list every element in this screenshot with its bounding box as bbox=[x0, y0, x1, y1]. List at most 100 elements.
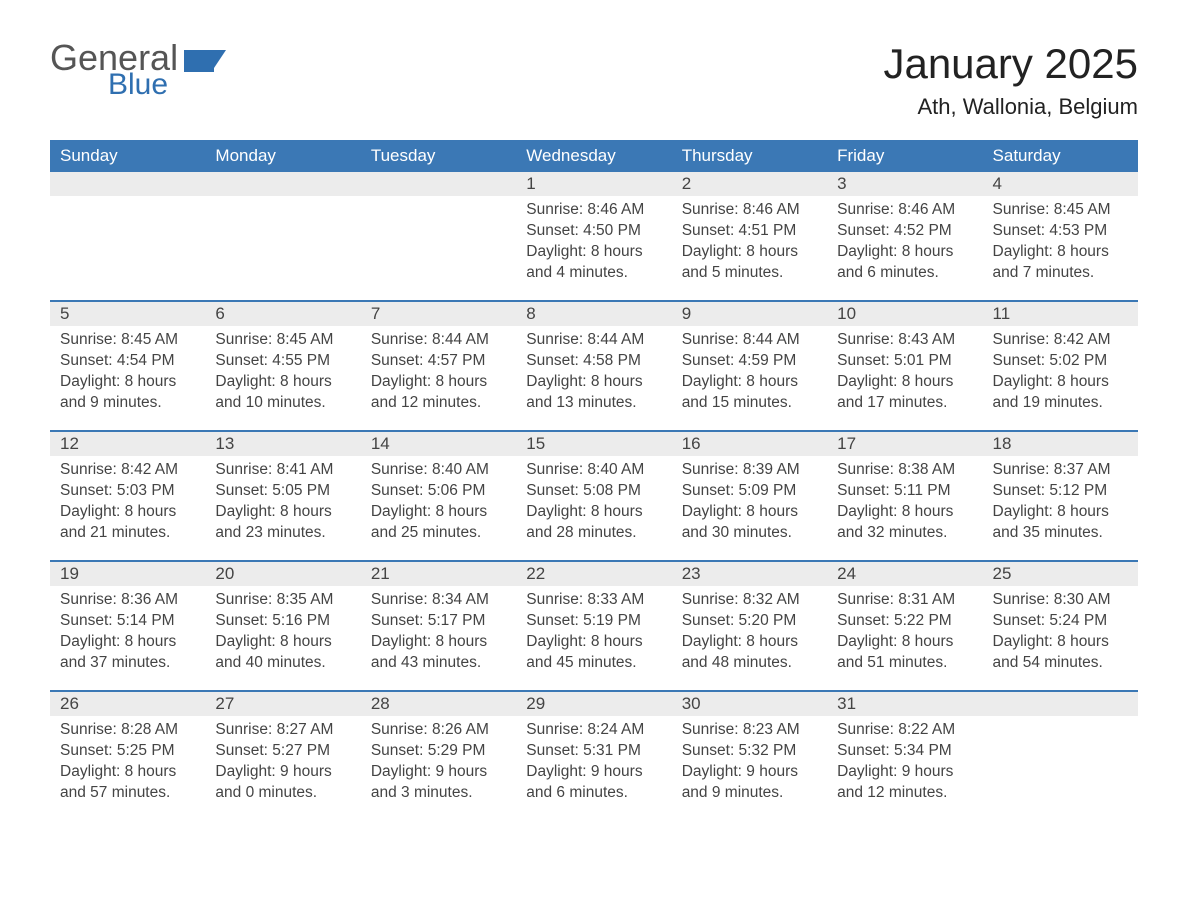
day-dl2: and 6 minutes. bbox=[526, 783, 661, 804]
weekday-header: Friday bbox=[827, 140, 982, 172]
day-sunrise: Sunrise: 8:40 AM bbox=[371, 460, 506, 481]
day-dl2: and 43 minutes. bbox=[371, 653, 506, 674]
day-sunrise: Sunrise: 8:42 AM bbox=[993, 330, 1128, 351]
title-block: January 2025 Ath, Wallonia, Belgium bbox=[883, 40, 1138, 120]
day-sunset: Sunset: 5:02 PM bbox=[993, 351, 1128, 372]
day-sunrise: Sunrise: 8:40 AM bbox=[526, 460, 661, 481]
day-sunset: Sunset: 5:19 PM bbox=[526, 611, 661, 632]
day-details: Sunrise: 8:40 AMSunset: 5:08 PMDaylight:… bbox=[516, 456, 671, 556]
day-cell: 3Sunrise: 8:46 AMSunset: 4:52 PMDaylight… bbox=[827, 172, 982, 300]
day-details: Sunrise: 8:37 AMSunset: 5:12 PMDaylight:… bbox=[983, 456, 1138, 556]
day-sunrise: Sunrise: 8:27 AM bbox=[215, 720, 350, 741]
day-number: 26 bbox=[50, 692, 205, 716]
day-dl2: and 28 minutes. bbox=[526, 523, 661, 544]
day-details: Sunrise: 8:34 AMSunset: 5:17 PMDaylight:… bbox=[361, 586, 516, 686]
day-dl2: and 30 minutes. bbox=[682, 523, 817, 544]
day-dl2: and 32 minutes. bbox=[837, 523, 972, 544]
day-sunset: Sunset: 5:09 PM bbox=[682, 481, 817, 502]
day-dl1: Daylight: 9 hours bbox=[371, 762, 506, 783]
day-dl1: Daylight: 9 hours bbox=[682, 762, 817, 783]
day-sunrise: Sunrise: 8:46 AM bbox=[837, 200, 972, 221]
day-dl1: Daylight: 8 hours bbox=[371, 632, 506, 653]
day-details: Sunrise: 8:46 AMSunset: 4:50 PMDaylight:… bbox=[516, 196, 671, 296]
day-details: Sunrise: 8:33 AMSunset: 5:19 PMDaylight:… bbox=[516, 586, 671, 686]
day-sunset: Sunset: 5:01 PM bbox=[837, 351, 972, 372]
day-sunrise: Sunrise: 8:36 AM bbox=[60, 590, 195, 611]
day-dl2: and 10 minutes. bbox=[215, 393, 350, 414]
day-sunset: Sunset: 5:06 PM bbox=[371, 481, 506, 502]
week-row: 5Sunrise: 8:45 AMSunset: 4:54 PMDaylight… bbox=[50, 302, 1138, 430]
logo-flag-icon bbox=[184, 46, 226, 74]
day-dl2: and 57 minutes. bbox=[60, 783, 195, 804]
day-dl1: Daylight: 9 hours bbox=[837, 762, 972, 783]
day-cell: 6Sunrise: 8:45 AMSunset: 4:55 PMDaylight… bbox=[205, 302, 360, 430]
day-cell: 20Sunrise: 8:35 AMSunset: 5:16 PMDayligh… bbox=[205, 562, 360, 690]
calendar-table: SundayMondayTuesdayWednesdayThursdayFrid… bbox=[50, 140, 1138, 820]
day-dl1: Daylight: 8 hours bbox=[837, 502, 972, 523]
day-number: 17 bbox=[827, 432, 982, 456]
day-dl2: and 17 minutes. bbox=[837, 393, 972, 414]
day-details: Sunrise: 8:35 AMSunset: 5:16 PMDaylight:… bbox=[205, 586, 360, 686]
day-sunset: Sunset: 5:20 PM bbox=[682, 611, 817, 632]
day-dl1: Daylight: 8 hours bbox=[993, 372, 1128, 393]
day-details: Sunrise: 8:36 AMSunset: 5:14 PMDaylight:… bbox=[50, 586, 205, 686]
day-dl1: Daylight: 8 hours bbox=[682, 242, 817, 263]
location-subtitle: Ath, Wallonia, Belgium bbox=[883, 94, 1138, 120]
day-sunset: Sunset: 5:16 PM bbox=[215, 611, 350, 632]
day-sunrise: Sunrise: 8:43 AM bbox=[837, 330, 972, 351]
day-sunrise: Sunrise: 8:28 AM bbox=[60, 720, 195, 741]
day-details: Sunrise: 8:24 AMSunset: 5:31 PMDaylight:… bbox=[516, 716, 671, 816]
day-number: 1 bbox=[516, 172, 671, 196]
day-number: 25 bbox=[983, 562, 1138, 586]
day-details: Sunrise: 8:30 AMSunset: 5:24 PMDaylight:… bbox=[983, 586, 1138, 686]
weekday-header-row: SundayMondayTuesdayWednesdayThursdayFrid… bbox=[50, 140, 1138, 172]
day-number: 9 bbox=[672, 302, 827, 326]
day-number: 6 bbox=[205, 302, 360, 326]
day-dl1: Daylight: 8 hours bbox=[837, 372, 972, 393]
day-number: 20 bbox=[205, 562, 360, 586]
day-cell: 13Sunrise: 8:41 AMSunset: 5:05 PMDayligh… bbox=[205, 432, 360, 560]
day-sunset: Sunset: 5:27 PM bbox=[215, 741, 350, 762]
day-sunset: Sunset: 5:34 PM bbox=[837, 741, 972, 762]
week-row: 26Sunrise: 8:28 AMSunset: 5:25 PMDayligh… bbox=[50, 692, 1138, 820]
day-cell: 30Sunrise: 8:23 AMSunset: 5:32 PMDayligh… bbox=[672, 692, 827, 820]
day-sunset: Sunset: 5:29 PM bbox=[371, 741, 506, 762]
day-sunrise: Sunrise: 8:45 AM bbox=[993, 200, 1128, 221]
day-sunset: Sunset: 5:22 PM bbox=[837, 611, 972, 632]
day-cell: 10Sunrise: 8:43 AMSunset: 5:01 PMDayligh… bbox=[827, 302, 982, 430]
day-number: 3 bbox=[827, 172, 982, 196]
day-dl1: Daylight: 8 hours bbox=[371, 502, 506, 523]
day-sunset: Sunset: 4:50 PM bbox=[526, 221, 661, 242]
day-number-empty bbox=[983, 692, 1138, 716]
day-number: 15 bbox=[516, 432, 671, 456]
day-dl2: and 5 minutes. bbox=[682, 263, 817, 284]
day-sunrise: Sunrise: 8:26 AM bbox=[371, 720, 506, 741]
weekday-header: Saturday bbox=[983, 140, 1138, 172]
day-details: Sunrise: 8:46 AMSunset: 4:52 PMDaylight:… bbox=[827, 196, 982, 296]
day-sunrise: Sunrise: 8:31 AM bbox=[837, 590, 972, 611]
day-sunrise: Sunrise: 8:41 AM bbox=[215, 460, 350, 481]
weekday-header: Thursday bbox=[672, 140, 827, 172]
day-sunset: Sunset: 4:57 PM bbox=[371, 351, 506, 372]
day-number: 28 bbox=[361, 692, 516, 716]
day-dl1: Daylight: 8 hours bbox=[837, 242, 972, 263]
day-details: Sunrise: 8:41 AMSunset: 5:05 PMDaylight:… bbox=[205, 456, 360, 556]
day-number: 16 bbox=[672, 432, 827, 456]
day-sunset: Sunset: 5:12 PM bbox=[993, 481, 1128, 502]
day-cell: 26Sunrise: 8:28 AMSunset: 5:25 PMDayligh… bbox=[50, 692, 205, 820]
day-number: 29 bbox=[516, 692, 671, 716]
day-dl1: Daylight: 9 hours bbox=[215, 762, 350, 783]
day-dl2: and 12 minutes. bbox=[371, 393, 506, 414]
day-number: 22 bbox=[516, 562, 671, 586]
day-cell: 8Sunrise: 8:44 AMSunset: 4:58 PMDaylight… bbox=[516, 302, 671, 430]
day-sunrise: Sunrise: 8:30 AM bbox=[993, 590, 1128, 611]
day-cell: 4Sunrise: 8:45 AMSunset: 4:53 PMDaylight… bbox=[983, 172, 1138, 300]
day-sunrise: Sunrise: 8:23 AM bbox=[682, 720, 817, 741]
day-dl1: Daylight: 8 hours bbox=[682, 632, 817, 653]
day-details: Sunrise: 8:28 AMSunset: 5:25 PMDaylight:… bbox=[50, 716, 205, 816]
day-details: Sunrise: 8:39 AMSunset: 5:09 PMDaylight:… bbox=[672, 456, 827, 556]
day-number: 11 bbox=[983, 302, 1138, 326]
day-details: Sunrise: 8:42 AMSunset: 5:02 PMDaylight:… bbox=[983, 326, 1138, 426]
day-sunset: Sunset: 5:31 PM bbox=[526, 741, 661, 762]
day-sunrise: Sunrise: 8:37 AM bbox=[993, 460, 1128, 481]
